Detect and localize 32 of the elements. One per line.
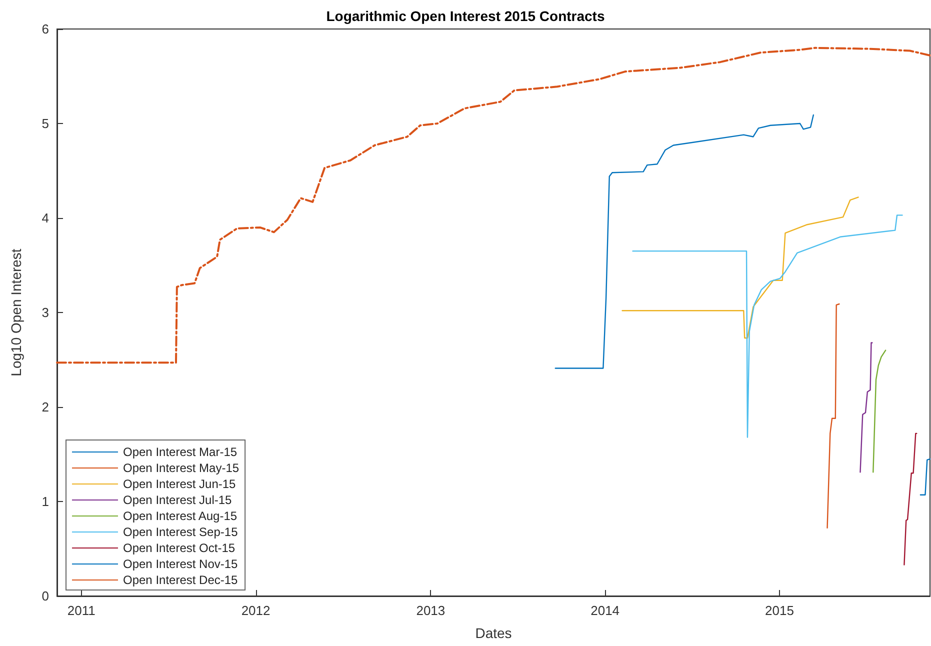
legend-label: Open Interest Aug-15 (123, 509, 238, 523)
legend-label: Open Interest Nov-15 (123, 557, 238, 571)
legend-label: Open Interest Sep-15 (123, 525, 238, 539)
x-tick-label: 2014 (590, 603, 620, 618)
x-tick-label: 2013 (416, 603, 446, 618)
y-tick-label: 3 (42, 305, 49, 320)
legend-label: Open Interest Oct-15 (123, 541, 236, 555)
legend-label: Open Interest Jul-15 (123, 493, 232, 507)
legend-label: Open Interest Jun-15 (123, 477, 236, 491)
legend-label: Open Interest Mar-15 (123, 445, 238, 459)
line-series (860, 342, 873, 473)
line-series (872, 350, 886, 473)
chart-title: Logarithmic Open Interest 2015 Contracts (326, 8, 605, 24)
line-series (826, 303, 840, 529)
legend-label: Open Interest May-15 (123, 461, 240, 475)
x-axis-title: Dates (475, 625, 512, 641)
y-tick-label: 5 (42, 116, 49, 131)
y-tick-label: 2 (42, 400, 49, 414)
line-series (622, 196, 859, 339)
y-tick-label: 0 (42, 588, 49, 604)
x-tick-label: 2011 (67, 603, 96, 618)
y-tick-label: 4 (42, 210, 49, 226)
legend-label: Open Interest Dec-15 (123, 573, 238, 587)
line-series (904, 432, 918, 566)
line-series (632, 214, 903, 438)
line-series (56, 46, 931, 364)
x-tick-label: 2012 (241, 603, 270, 618)
y-axis-title: Log10 Open Interest (8, 248, 24, 376)
y-tick-label: 6 (42, 22, 49, 36)
y-tick-label: 1 (42, 494, 49, 509)
x-tick-label: 2015 (765, 603, 794, 618)
line-series (554, 114, 814, 369)
